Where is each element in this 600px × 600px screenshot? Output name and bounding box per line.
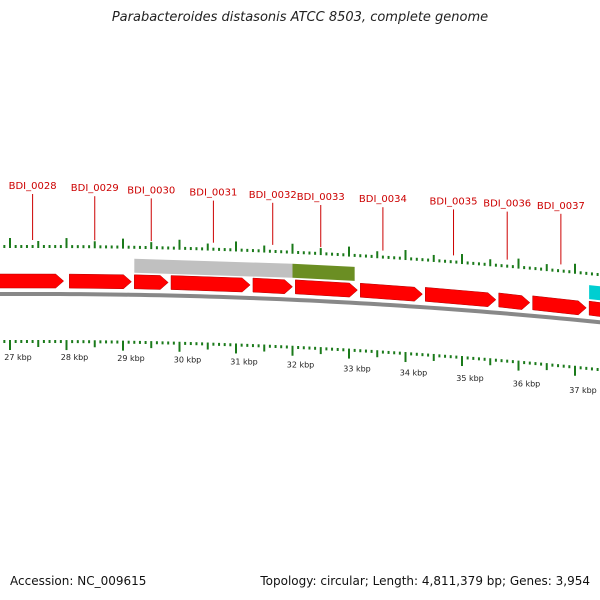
kbp-label: 29 kbp <box>117 354 145 363</box>
cds-arrow[interactable] <box>425 287 497 307</box>
kbp-label: 35 kbp <box>456 374 484 383</box>
cds-arrow[interactable] <box>69 273 132 290</box>
gene-label[interactable]: BDI_0033 <box>297 192 345 203</box>
genome-backbone <box>0 292 600 325</box>
cds-arrow[interactable] <box>295 279 358 298</box>
gene-label[interactable]: BDI_0036 <box>483 199 531 210</box>
gene-label[interactable]: BDI_0031 <box>189 188 237 199</box>
kbp-label: 31 kbp <box>230 358 258 367</box>
cds-arrow[interactable] <box>134 274 169 290</box>
gene-label[interactable]: BDI_0032 <box>249 190 297 201</box>
gene-label[interactable]: BDI_0037 <box>537 201 585 212</box>
cds-arrow[interactable] <box>0 273 65 289</box>
feature-region[interactable] <box>134 258 293 278</box>
accession-label: Accession: NC_009615 <box>10 574 147 588</box>
cds-arrow[interactable] <box>170 275 251 293</box>
gene-label[interactable]: BDI_0034 <box>359 194 407 205</box>
cds-arrow[interactable] <box>588 300 600 319</box>
kbp-label: 28 kbp <box>61 353 89 362</box>
kbp-label: 36 kbp <box>513 380 541 389</box>
cds-arrow[interactable] <box>360 282 423 302</box>
feature-region[interactable] <box>589 285 600 303</box>
gene-label[interactable]: BDI_0030 <box>127 185 175 196</box>
cds-arrow[interactable] <box>532 295 587 316</box>
kbp-label: 32 kbp <box>287 361 315 370</box>
kbp-label: 33 kbp <box>343 364 371 373</box>
cds-arrow[interactable] <box>498 292 531 310</box>
genome-summary: Topology: circular; Length: 4,811,379 bp… <box>260 574 590 588</box>
kbp-label: 34 kbp <box>400 369 428 378</box>
kbp-label: 27 kbp <box>4 353 32 362</box>
genome-title: Parabacteroides distasonis ATCC 8503, co… <box>111 10 489 25</box>
gene-label[interactable]: BDI_0029 <box>71 183 119 194</box>
gene-label[interactable]: BDI_0035 <box>430 196 478 207</box>
kbp-label: 30 kbp <box>174 355 202 364</box>
kbp-label: 37 kbp <box>569 386 597 395</box>
feature-region[interactable] <box>292 263 355 281</box>
gene-label[interactable]: BDI_0028 <box>9 181 57 192</box>
cds-arrow[interactable] <box>252 277 293 294</box>
